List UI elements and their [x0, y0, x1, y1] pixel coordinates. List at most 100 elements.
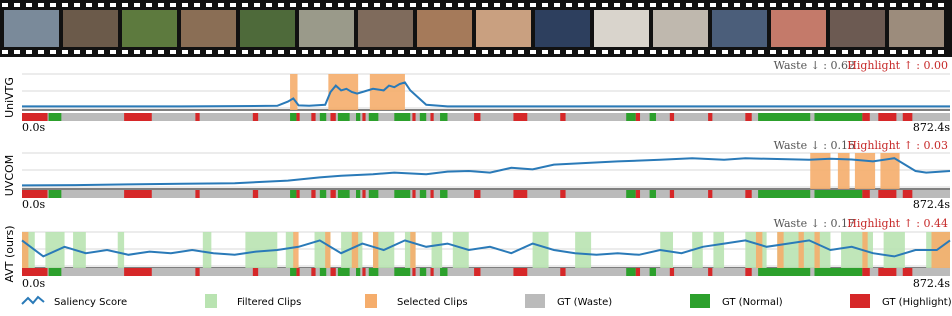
sprocket [290, 3, 296, 7]
gt-normal [319, 113, 327, 121]
gt-highlight [430, 113, 434, 121]
sprocket [374, 50, 380, 54]
sprocket [818, 3, 824, 7]
sprocket [86, 3, 92, 7]
gt-normal [337, 190, 350, 198]
gt-highlight [311, 268, 316, 276]
sprocket [38, 50, 44, 54]
sprocket [554, 3, 560, 7]
gt-highlight [330, 113, 336, 121]
sprocket [38, 3, 44, 7]
gt-normal [626, 113, 636, 121]
gt-normal [626, 268, 636, 276]
sprocket [854, 3, 860, 7]
selected-clips [798, 232, 804, 268]
gt-highlight [635, 190, 641, 198]
selected-clips [293, 232, 299, 268]
filtered-clips [713, 232, 725, 268]
sprocket [650, 3, 656, 7]
gt-normal [440, 268, 448, 276]
video-frame [594, 10, 649, 47]
sprocket [518, 50, 524, 54]
gt-highlight [745, 113, 752, 121]
gt-highlight [22, 268, 48, 276]
gt-highlight [412, 190, 416, 198]
sprocket [878, 3, 884, 7]
sprocket [530, 50, 536, 54]
sprocket [182, 3, 188, 7]
gt-normal [758, 113, 811, 121]
gt-highlight [878, 190, 897, 198]
sprocket [530, 3, 536, 7]
sprocket [302, 3, 308, 7]
video-frame [299, 10, 354, 47]
gt-normal [814, 268, 863, 276]
legend-swatch [525, 294, 545, 308]
gt-highlight [862, 113, 870, 121]
video-frame [358, 10, 413, 47]
selected-clips [290, 74, 298, 110]
legend-swatch [21, 295, 45, 305]
sprocket [782, 50, 788, 54]
gt-normal [626, 190, 636, 198]
sprocket [866, 3, 872, 7]
selected-clips [777, 232, 784, 268]
gt-highlight [124, 268, 152, 276]
sprocket [434, 3, 440, 7]
gt-highlight [560, 113, 566, 121]
highlight-score: Highlight ↑ : 0.03 [847, 139, 948, 152]
gt-highlight [124, 190, 152, 198]
sprocket [890, 3, 896, 7]
sprocket [758, 3, 764, 7]
sprocket [74, 50, 80, 54]
sprocket [14, 3, 20, 7]
gt-normal [394, 113, 411, 121]
sprocket [398, 50, 404, 54]
gt-highlight [862, 268, 870, 276]
gt-normal [419, 190, 427, 198]
sprocket [314, 50, 320, 54]
gt-normal [394, 190, 411, 198]
sprocket [746, 50, 752, 54]
legend-label: GT (Highlight) [882, 297, 952, 308]
sprocket [62, 3, 68, 7]
sprocket [926, 3, 932, 7]
sprocket [326, 50, 332, 54]
gt-normal [419, 113, 427, 121]
gt-highlight [560, 190, 566, 198]
filtered-clips [202, 232, 212, 268]
sprocket [134, 3, 140, 7]
sprocket [242, 3, 248, 7]
filtered-clips [452, 232, 469, 268]
gt-normal [440, 113, 448, 121]
row-title: UniVTG [3, 77, 16, 118]
gt-highlight [862, 190, 870, 198]
gt-normal [649, 190, 656, 198]
sprocket [566, 50, 572, 54]
sprocket [170, 50, 176, 54]
selected-clips [854, 153, 876, 189]
sprocket [626, 3, 632, 7]
sprocket [638, 50, 644, 54]
sprocket [698, 3, 704, 7]
sprocket [722, 3, 728, 7]
sprocket [830, 3, 836, 7]
gt-highlight [745, 268, 752, 276]
sprocket [314, 3, 320, 7]
sprocket [746, 3, 752, 7]
gt-normal [394, 268, 411, 276]
sprocket [758, 50, 764, 54]
gt-normal [649, 113, 656, 121]
gt-highlight [311, 190, 316, 198]
selected-clips [351, 232, 359, 268]
sprocket [362, 50, 368, 54]
gt-waste [22, 268, 950, 276]
sprocket [14, 50, 20, 54]
sprocket [2, 50, 8, 54]
gt-highlight [252, 268, 259, 276]
sprocket [170, 3, 176, 7]
sprocket [254, 3, 260, 7]
gt-highlight [296, 113, 300, 121]
sprocket [386, 50, 392, 54]
gt-normal [419, 268, 427, 276]
